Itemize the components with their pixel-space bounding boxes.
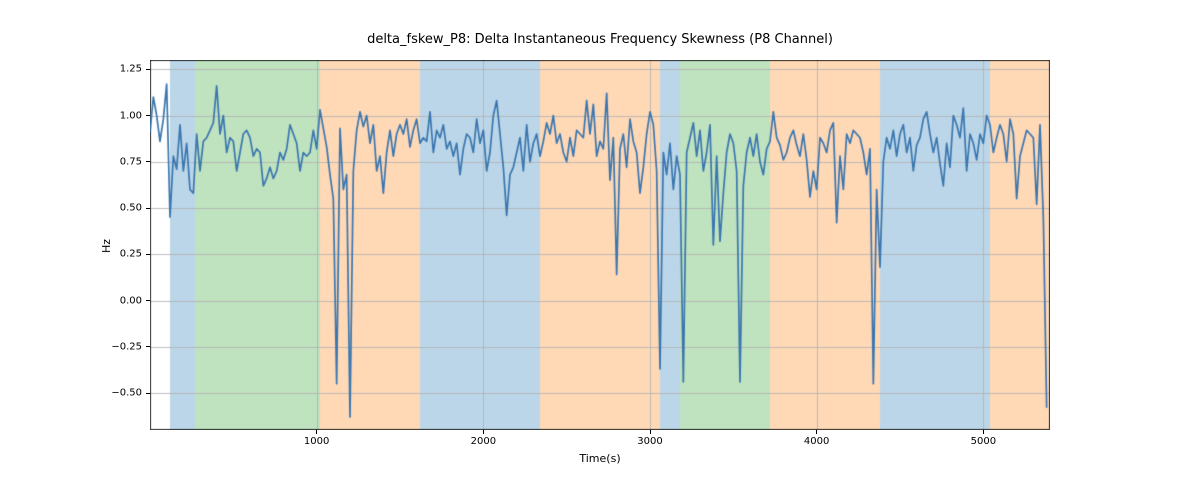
tick-label: 0.00 [120, 295, 142, 306]
tick-mark [483, 430, 484, 434]
tick-label: 2000 [471, 436, 496, 447]
tick-label: −0.25 [111, 341, 142, 352]
chart-figure: delta_fskew_P8: Delta Instantaneous Freq… [0, 0, 1200, 500]
tick-mark [650, 430, 651, 434]
tick-label: −0.50 [111, 388, 142, 399]
tick-mark [146, 69, 150, 70]
tick-mark [146, 254, 150, 255]
tick-label: 0.75 [120, 156, 142, 167]
tick-label: 1.25 [120, 64, 142, 75]
tick-label: 1.00 [120, 110, 142, 121]
tick-mark [146, 115, 150, 116]
tick-label: 4000 [804, 436, 829, 447]
plot-area [150, 60, 1050, 430]
y-axis-label: Hz [100, 239, 113, 253]
tick-mark [146, 346, 150, 347]
tick-mark [983, 430, 984, 434]
tick-label: 0.25 [120, 249, 142, 260]
tick-label: 0.50 [120, 203, 142, 214]
tick-mark [146, 208, 150, 209]
tick-mark [146, 393, 150, 394]
chart-title: delta_fskew_P8: Delta Instantaneous Freq… [0, 32, 1200, 47]
tick-mark [146, 300, 150, 301]
tick-label: 1000 [304, 436, 329, 447]
tick-mark [816, 430, 817, 434]
tick-mark [316, 430, 317, 434]
x-axis-label: Time(s) [150, 452, 1050, 465]
tick-label: 3000 [637, 436, 662, 447]
plot-line-canvas [150, 60, 1050, 430]
tick-label: 5000 [971, 436, 996, 447]
tick-mark [146, 161, 150, 162]
